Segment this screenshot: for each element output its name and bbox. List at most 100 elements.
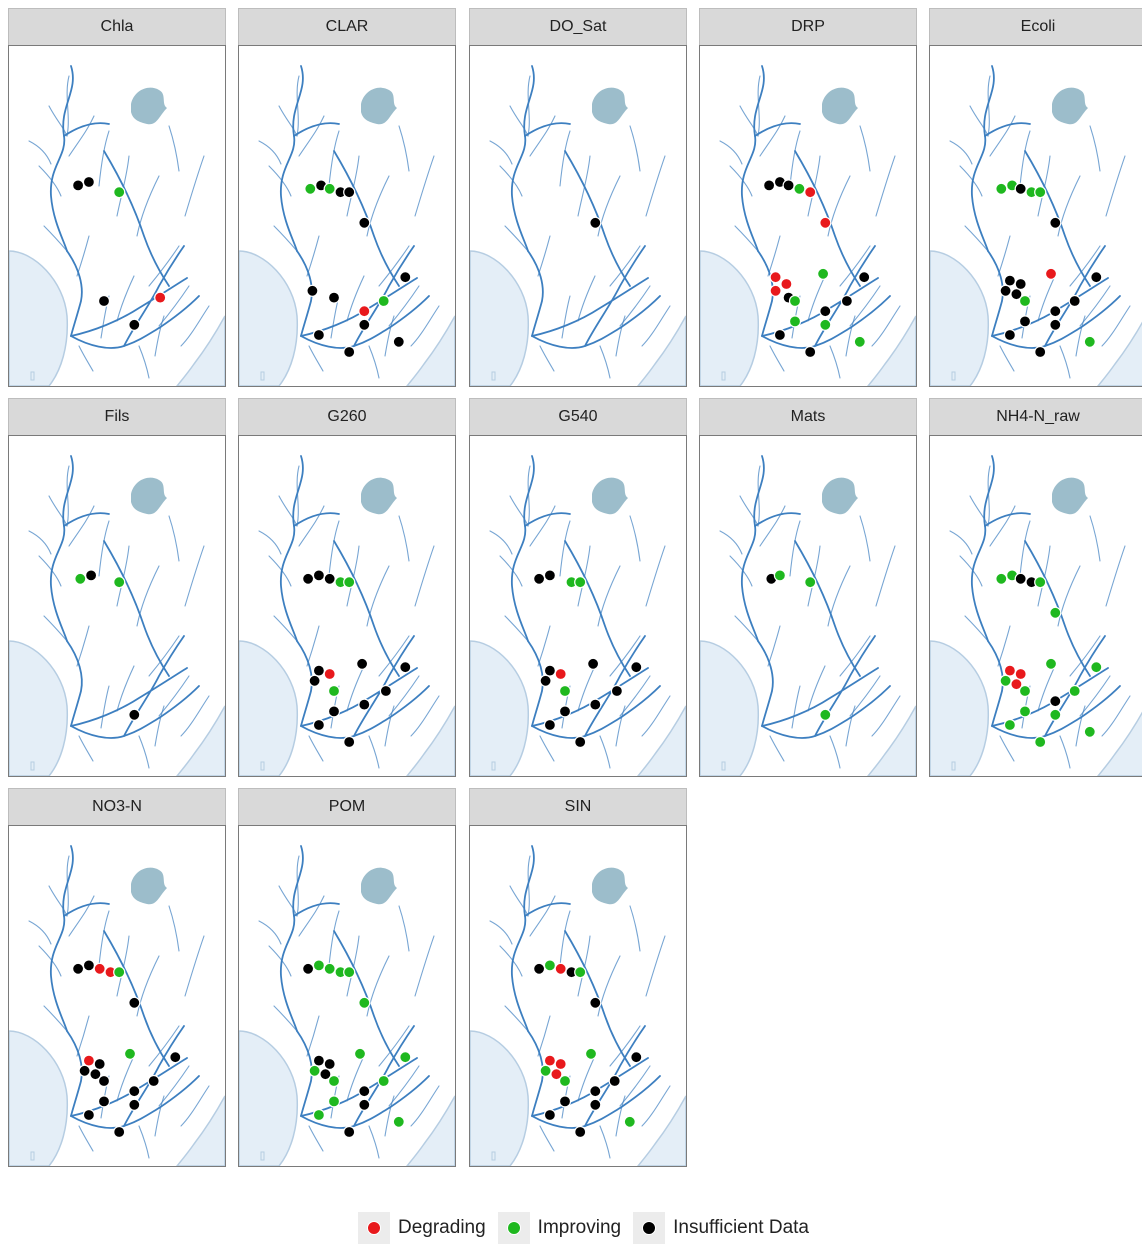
legend-key xyxy=(633,1212,666,1244)
river-line xyxy=(368,735,380,769)
site-point-insufficient xyxy=(82,959,96,972)
river-line xyxy=(531,277,649,337)
river-line xyxy=(641,1085,671,1127)
river-line xyxy=(180,1085,210,1127)
facet-map xyxy=(238,435,456,777)
river-line xyxy=(829,345,841,379)
river-line xyxy=(1019,520,1031,577)
river-line xyxy=(645,545,666,607)
river-line xyxy=(384,315,395,357)
site-point-insufficient xyxy=(840,294,853,308)
river-line xyxy=(719,140,743,165)
river-line xyxy=(76,1015,90,1057)
river-line xyxy=(258,530,282,555)
river-line xyxy=(154,1095,165,1137)
river-line xyxy=(98,520,110,577)
lake xyxy=(131,87,167,125)
river-line xyxy=(138,735,150,769)
river-line xyxy=(599,345,611,379)
site-point-insufficient xyxy=(1010,288,1023,301)
site-point-improving xyxy=(773,569,787,582)
site-point-improving xyxy=(1034,186,1047,199)
river-line xyxy=(511,845,535,1032)
site-point-insufficient xyxy=(323,572,336,585)
river-line xyxy=(984,512,1031,527)
site-point-insufficient xyxy=(1014,277,1027,291)
site-point-insufficient xyxy=(630,1051,643,1064)
map-canvas xyxy=(9,65,225,386)
river-line xyxy=(306,235,320,277)
river-line xyxy=(398,515,410,562)
river-line xyxy=(1024,540,1091,677)
site-point-insufficient xyxy=(589,996,602,1009)
river-line xyxy=(489,920,513,945)
site-point-improving xyxy=(1049,606,1062,619)
facet-title: Mats xyxy=(699,398,917,436)
coast-marker xyxy=(30,371,35,381)
river-line xyxy=(1079,685,1121,719)
river-line xyxy=(296,250,313,337)
river-line xyxy=(584,635,646,737)
river-line xyxy=(999,735,1015,762)
western-bay xyxy=(9,1030,69,1166)
site-point-improving xyxy=(788,294,802,308)
facet-map xyxy=(699,435,917,777)
site-point-insufficient xyxy=(312,664,326,677)
river-line xyxy=(66,465,70,527)
site-point-insufficient xyxy=(358,698,371,711)
facet-panel: POM xyxy=(238,788,456,1168)
site-point-improving xyxy=(308,1064,321,1077)
river-line xyxy=(1069,245,1101,287)
site-point-insufficient xyxy=(379,684,392,698)
river-line xyxy=(273,1005,298,1032)
site-point-degrading xyxy=(154,291,167,304)
facet-panel: Ecoli xyxy=(929,8,1142,388)
facet-panel: SIN xyxy=(469,788,687,1168)
river-line xyxy=(414,935,435,997)
site-point-improving xyxy=(327,684,341,698)
site-point-insufficient xyxy=(82,175,96,189)
river-line xyxy=(845,705,856,747)
river-line xyxy=(791,685,801,729)
coast-marker xyxy=(30,761,35,771)
river-line xyxy=(1037,665,1056,712)
river-line xyxy=(875,545,896,607)
site-point-insufficient xyxy=(358,1098,371,1111)
site-point-insufficient xyxy=(147,1074,160,1088)
river-line xyxy=(366,565,390,627)
site-point-insufficient xyxy=(323,1057,336,1071)
site-point-insufficient xyxy=(306,284,319,297)
site-point-insufficient xyxy=(586,657,600,670)
river-line xyxy=(1059,345,1071,379)
site-point-insufficient xyxy=(169,1051,182,1064)
site-point-improving xyxy=(113,966,126,979)
river-line xyxy=(76,235,90,277)
site-point-insufficient xyxy=(301,962,315,975)
site-point-insufficient xyxy=(608,1074,621,1088)
site-point-improving xyxy=(788,315,802,328)
site-point-insufficient xyxy=(392,335,405,348)
river-line xyxy=(859,125,871,172)
river-line xyxy=(28,530,52,555)
facet-map xyxy=(929,45,1142,387)
site-point-insufficient xyxy=(858,271,871,284)
facet-map xyxy=(8,435,226,777)
river-line xyxy=(308,345,324,372)
river-line xyxy=(66,640,83,727)
river-line xyxy=(511,455,535,642)
river-line xyxy=(388,295,430,329)
river-line xyxy=(504,1005,529,1032)
river-line xyxy=(759,505,786,547)
site-point-improving xyxy=(816,267,830,280)
site-point-insufficient xyxy=(319,1068,332,1081)
map-canvas xyxy=(9,455,225,776)
river-line xyxy=(66,250,83,337)
river-line xyxy=(527,250,544,337)
river-line xyxy=(609,1025,641,1067)
river-line xyxy=(564,930,631,1067)
site-point-improving xyxy=(584,1047,598,1060)
river-line xyxy=(184,545,205,607)
site-point-improving xyxy=(819,708,832,721)
site-point-insufficient xyxy=(128,996,141,1009)
river-line xyxy=(577,275,596,322)
